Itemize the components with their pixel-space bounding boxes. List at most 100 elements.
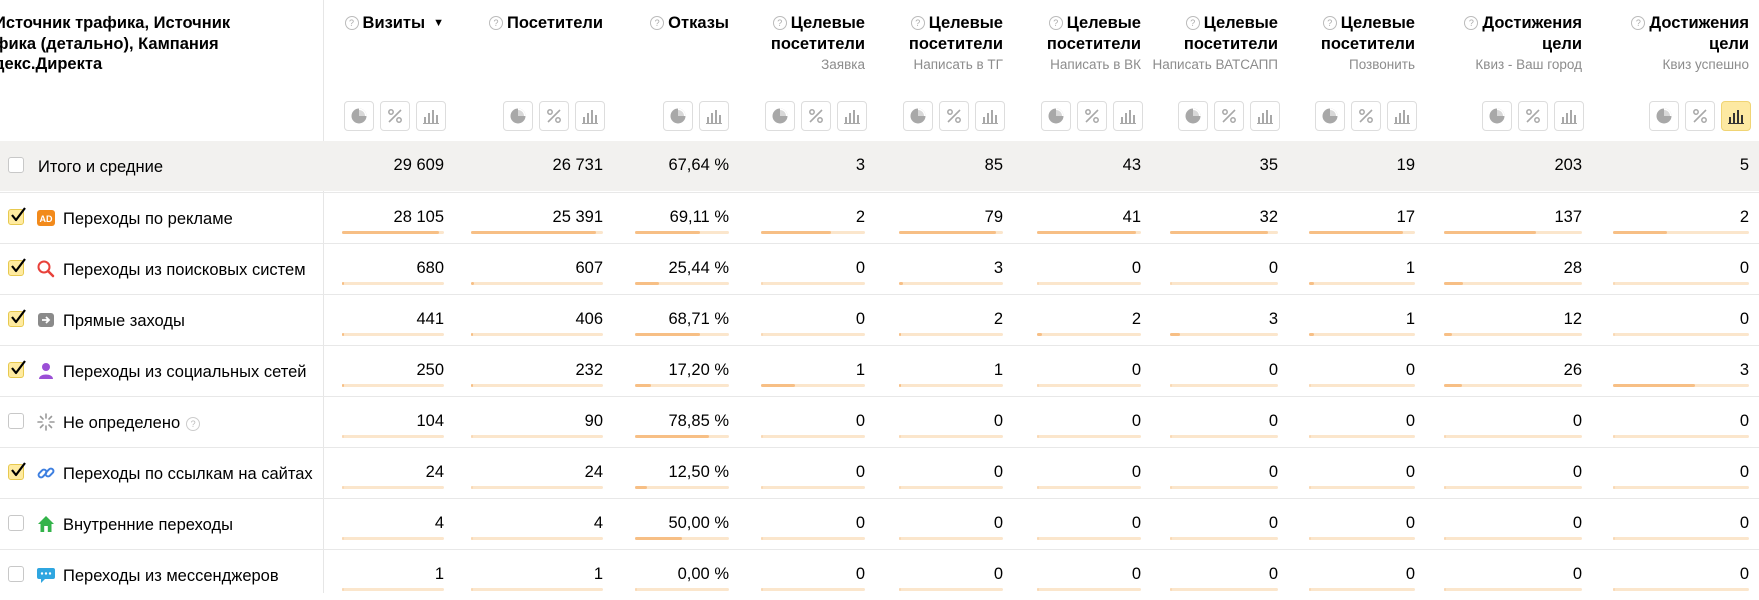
help-icon[interactable]: ? (344, 16, 359, 30)
percent-icon (1526, 109, 1540, 123)
pie-chart-toggle-button[interactable] (765, 101, 795, 131)
percent-toggle-button[interactable] (1077, 101, 1107, 131)
share-bar-fill (1170, 486, 1172, 489)
help-icon[interactable]: ? (1048, 16, 1063, 30)
metric-cell: 28 105 (393, 208, 444, 226)
column-title-text: Визиты (362, 14, 426, 32)
column-header[interactable]: ? Посетители (451, 13, 603, 34)
row-checkbox[interactable] (8, 258, 26, 276)
column-header[interactable]: ? Визиты ▼ (322, 13, 444, 34)
row-checkbox[interactable] (8, 515, 24, 531)
row-checkbox[interactable] (8, 157, 24, 173)
row-label[interactable]: Переходы по рекламе (63, 210, 233, 228)
row-checkbox[interactable] (8, 566, 24, 582)
column-header[interactable]: ? Целевые посетители Позвонить (1289, 13, 1415, 73)
share-bar (899, 384, 1003, 387)
percent-toggle-button[interactable] (1351, 101, 1381, 131)
row-label[interactable]: Прямые заходы (63, 312, 185, 330)
bar-chart-toggle-button[interactable] (1721, 101, 1751, 131)
bar-chart-toggle-button[interactable] (1113, 101, 1143, 131)
bar-chart-toggle-button[interactable] (699, 101, 729, 131)
table-row[interactable]: AD Переходы по рекламе 28 105 25 391 69,11 %… (0, 192, 1759, 243)
percent-toggle-button[interactable] (1685, 101, 1715, 131)
share-bar-fill (342, 231, 439, 234)
column-header[interactable]: ? Отказы (615, 13, 729, 34)
share-bar-fill (1444, 282, 1464, 285)
metric-cell: 441 (416, 310, 444, 328)
row-checkbox[interactable] (8, 207, 26, 225)
pie-chart-toggle-button[interactable] (1178, 101, 1208, 131)
help-icon[interactable]: ? (650, 16, 665, 30)
share-bar (635, 282, 729, 285)
bar-chart-toggle-button[interactable] (1387, 101, 1417, 131)
bar-chart-toggle-button[interactable] (975, 101, 1005, 131)
bar-chart-toggle-button[interactable] (837, 101, 867, 131)
percent-toggle-button[interactable] (939, 101, 969, 131)
column-header[interactable]: ? Достижения цели Квиз - Ваш город (1424, 13, 1582, 73)
row-label[interactable]: Не определено? (63, 413, 201, 433)
pie-chart-icon (1489, 108, 1505, 124)
table-row[interactable]: Переходы из мессенджеров 1 1 0,00 % 0 0 0 0 0 0 0 (0, 549, 1759, 600)
share-bar (899, 435, 1003, 438)
column-header[interactable]: ? Целевые посетители Написать в ТГ (879, 13, 1003, 73)
table-row[interactable]: Прямые заходы 441 406 68,71 % 0 2 2 3 1 12 0 (0, 294, 1759, 345)
pie-chart-toggle-button[interactable] (1482, 101, 1512, 131)
column-header[interactable]: ? Целевые посетители Заявка (741, 13, 865, 73)
row-checkbox[interactable] (8, 360, 26, 378)
share-bar-fill (471, 384, 473, 387)
percent-toggle-button[interactable] (380, 101, 410, 131)
help-icon[interactable]: ? (1464, 16, 1479, 30)
column-header[interactable]: ? Целевые посетители Написать в ВК (1017, 13, 1141, 73)
pie-chart-toggle-button[interactable] (903, 101, 933, 131)
metric-cell: 0 (1268, 412, 1278, 430)
row-checkbox[interactable] (8, 413, 24, 429)
bar-chart-toggle-button[interactable] (1554, 101, 1584, 131)
pie-chart-toggle-button[interactable] (1041, 101, 1071, 131)
help-icon[interactable]: ? (1631, 16, 1646, 30)
column-tools (1315, 101, 1417, 133)
help-icon[interactable]: ? (910, 16, 925, 30)
share-bar (342, 282, 444, 285)
row-label[interactable]: Переходы из мессенджеров (63, 567, 279, 585)
bar-chart-toggle-button[interactable] (416, 101, 446, 131)
pie-chart-toggle-button[interactable] (663, 101, 693, 131)
metric-cell: 1 (1405, 310, 1415, 328)
column-title: ? Достижения цели (1593, 13, 1749, 54)
help-icon[interactable]: ? (489, 16, 504, 30)
totals-row[interactable]: Итого и средние 29 609 26 731 67,64 % 3 85 43 3… (0, 141, 1759, 191)
bar-chart-toggle-button[interactable] (1250, 101, 1280, 131)
table-row[interactable]: Переходы из социальных сетей 250 232 17,20 … (0, 345, 1759, 396)
percent-toggle-button[interactable] (801, 101, 831, 131)
pie-chart-toggle-button[interactable] (344, 101, 374, 131)
metric-cell: 0 (1739, 463, 1749, 481)
row-checkbox[interactable] (8, 309, 26, 327)
row-label[interactable]: Переходы из социальных сетей (63, 363, 307, 381)
help-icon[interactable]: ? (1322, 16, 1337, 30)
table-row[interactable]: Переходы из поисковых систем 680 607 25,44 … (0, 243, 1759, 294)
row-checkbox[interactable] (8, 462, 26, 480)
pie-chart-toggle-button[interactable] (1649, 101, 1679, 131)
table-row[interactable]: Внутренние переходы 4 4 50,00 % 0 0 0 0 0 0 0 (0, 498, 1759, 549)
sort-desc-icon[interactable]: ▼ (433, 17, 444, 29)
row-label[interactable]: Внутренние переходы (63, 516, 233, 534)
row-label[interactable]: Переходы из поисковых систем (63, 261, 306, 279)
share-bar (1613, 231, 1749, 234)
column-header[interactable]: ? Целевые посетители Написать ВАТСАПП (1150, 13, 1278, 73)
metric-cell: 17,20 % (668, 361, 729, 379)
pie-chart-toggle-button[interactable] (1315, 101, 1345, 131)
percent-toggle-button[interactable] (1214, 101, 1244, 131)
help-icon[interactable]: ? (186, 417, 201, 431)
table-row[interactable]: Не определено? 104 90 78,85 % 0 0 0 0 0 0 0 (0, 396, 1759, 447)
percent-toggle-button[interactable] (1518, 101, 1548, 131)
share-bar-fill (471, 231, 597, 234)
row-label[interactable]: Итого и средние (38, 158, 163, 176)
table-row[interactable]: Переходы по ссылкам на сайтах 24 24 12,50 %… (0, 447, 1759, 498)
help-icon[interactable]: ? (772, 16, 787, 30)
percent-toggle-button[interactable] (539, 101, 569, 131)
pie-chart-toggle-button[interactable] (503, 101, 533, 131)
column-header[interactable]: ? Достижения цели Квиз успешно (1593, 13, 1749, 73)
row-label[interactable]: Переходы по ссылкам на сайтах (63, 465, 313, 483)
share-bar (635, 333, 729, 336)
help-icon[interactable]: ? (1185, 16, 1200, 30)
bar-chart-toggle-button[interactable] (575, 101, 605, 131)
